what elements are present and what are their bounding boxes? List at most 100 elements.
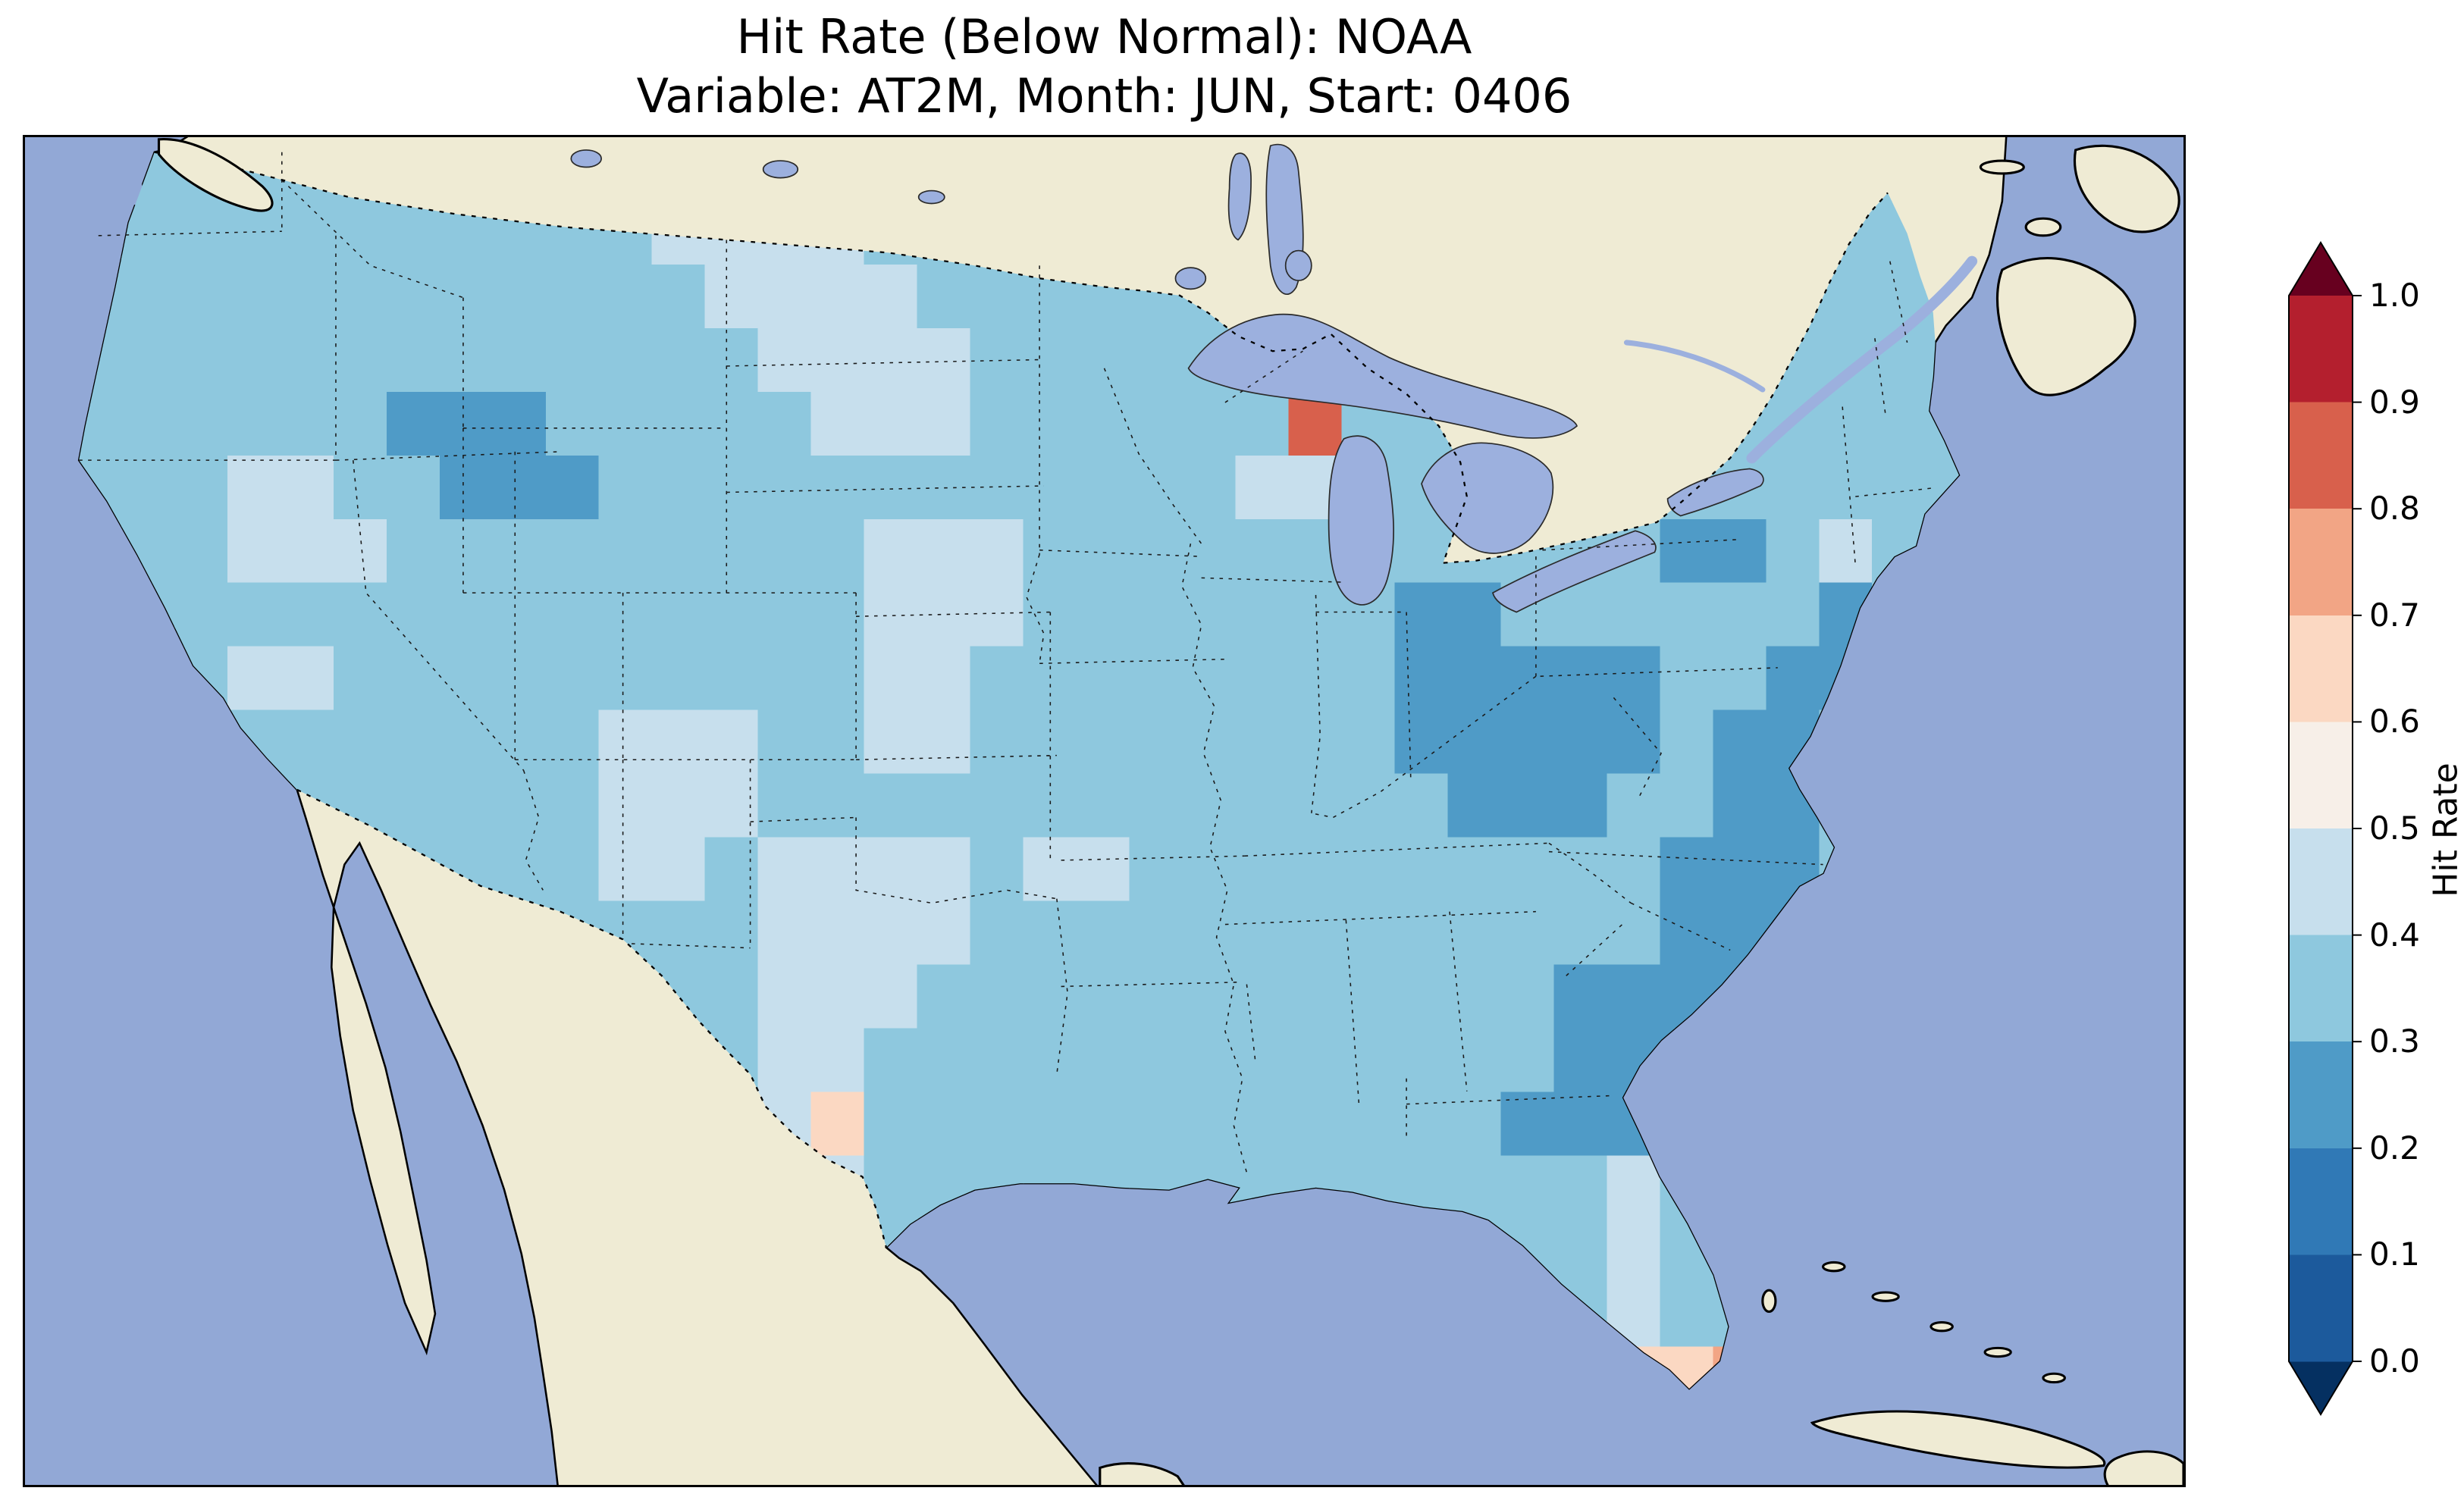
bahamas-island-2 bbox=[1871, 1291, 1900, 1302]
state-borders-west bbox=[79, 152, 857, 938]
hit-rate-cell bbox=[1235, 837, 1290, 902]
hit-rate-cell bbox=[598, 391, 653, 456]
hit-rate-cell bbox=[917, 1092, 971, 1157]
hit-rate-cell bbox=[1129, 455, 1183, 520]
hit-rate-cell bbox=[121, 264, 175, 329]
hit-rate-cell bbox=[439, 709, 494, 775]
hit-rate-cell bbox=[970, 646, 1024, 711]
hit-rate-cell bbox=[1500, 900, 1555, 966]
hit-rate-cell bbox=[970, 964, 1024, 1029]
colorbar-extend-over-triangle bbox=[2289, 243, 2353, 296]
hit-rate-cell bbox=[1235, 1092, 1290, 1157]
hit-rate-cell bbox=[864, 964, 918, 1029]
hit-rate-cell bbox=[280, 455, 334, 520]
hit-rate-cell bbox=[757, 900, 812, 966]
great-lakes bbox=[1187, 313, 1764, 613]
hit-rate-cell bbox=[439, 327, 494, 393]
hit-rate-cell bbox=[1819, 518, 1873, 584]
canada-small-lake-3 bbox=[570, 149, 603, 168]
hit-rate-cell bbox=[545, 327, 600, 393]
hit-rate-cell bbox=[1500, 1028, 1555, 1093]
hit-rate-cell bbox=[386, 200, 440, 265]
hit-rate-cell bbox=[1341, 709, 1396, 775]
hit-rate-cell bbox=[970, 391, 1024, 456]
hit-rate-cell bbox=[1713, 582, 1767, 647]
hit-rate-cell bbox=[1288, 709, 1343, 775]
hit-rate-cell bbox=[598, 773, 653, 838]
hit-rate-cell bbox=[1235, 900, 1290, 966]
hit-rate-cell bbox=[970, 709, 1024, 775]
hit-rate-cell bbox=[1182, 964, 1237, 1029]
hit-rate-cell bbox=[864, 646, 918, 711]
hit-rate-cell bbox=[864, 327, 918, 393]
hit-rate-cell bbox=[1076, 964, 1130, 1029]
hit-rate-cell bbox=[1500, 964, 1555, 1029]
hit-rate-cell bbox=[1129, 837, 1183, 902]
hit-rate-cell bbox=[704, 709, 759, 775]
hit-rate-cell bbox=[757, 773, 812, 838]
hit-rate-cell bbox=[917, 646, 971, 711]
hispaniola bbox=[2103, 1450, 2183, 1485]
newfoundland bbox=[2073, 144, 2180, 233]
hit-rate-cell bbox=[1076, 518, 1130, 584]
colorbar-outline bbox=[2288, 241, 2353, 1416]
hit-rate-cell bbox=[651, 773, 706, 838]
hit-rate-cell bbox=[651, 837, 706, 902]
hit-rate-cell bbox=[1872, 455, 1926, 520]
hit-rate-cell bbox=[1235, 1028, 1290, 1093]
hit-rate-cell bbox=[333, 455, 387, 520]
hit-rate-cell bbox=[1660, 582, 1714, 647]
hit-rate-cell bbox=[1447, 900, 1502, 966]
hit-rate-cell bbox=[1341, 900, 1396, 966]
puget-sound bbox=[122, 158, 143, 205]
hit-rate-cell bbox=[386, 582, 440, 647]
colorbar-tick-label: 0.3 bbox=[2369, 1023, 2420, 1060]
hit-rate-cell bbox=[757, 264, 812, 329]
hit-rate-cell bbox=[280, 582, 334, 647]
hit-rate-cell bbox=[864, 900, 918, 966]
hit-rate-cell bbox=[704, 264, 759, 329]
hit-rate-cell bbox=[1553, 1092, 1608, 1157]
hit-rate-cell bbox=[864, 582, 918, 647]
hit-rate-cell bbox=[1182, 773, 1237, 838]
hit-rate-cell bbox=[1288, 1028, 1343, 1093]
hit-rate-cell bbox=[1341, 1092, 1396, 1157]
hit-rate-cell bbox=[704, 773, 759, 838]
hit-rate-cell bbox=[651, 646, 706, 711]
hit-rate-cell bbox=[439, 391, 494, 456]
hit-rate-cell bbox=[1500, 709, 1555, 775]
hit-rate-cell bbox=[1607, 837, 1661, 902]
hit-rate-cell bbox=[280, 518, 334, 584]
hit-rate-cell bbox=[651, 900, 706, 966]
hit-rate-cell bbox=[1288, 837, 1343, 902]
us-mexico-border bbox=[296, 788, 888, 1248]
hit-rate-cell bbox=[757, 709, 812, 775]
hit-rate-cell bbox=[439, 518, 494, 584]
hit-rate-cell bbox=[1341, 773, 1396, 838]
hit-rate-cell bbox=[917, 1028, 971, 1093]
hit-rate-cell bbox=[1553, 837, 1608, 902]
hit-rate-cell bbox=[1553, 582, 1608, 647]
colorbar-tick-label: 0.8 bbox=[2369, 490, 2420, 528]
hit-rate-cell bbox=[757, 646, 812, 711]
hit-rate-cell bbox=[651, 518, 706, 584]
hit-rate-cell bbox=[864, 837, 918, 902]
prince-edward-island bbox=[2024, 217, 2062, 237]
lake-of-the-woods bbox=[1174, 267, 1207, 290]
hit-rate-cell bbox=[227, 582, 281, 647]
lake-michigan bbox=[1328, 435, 1394, 606]
colorbar-svg bbox=[2288, 241, 2362, 1416]
hit-rate-cell bbox=[1394, 837, 1449, 902]
hit-rate-cell bbox=[280, 327, 334, 393]
hit-rate-cell bbox=[174, 327, 228, 393]
hit-rate-cell bbox=[864, 1028, 918, 1093]
hit-rate-cell bbox=[810, 455, 865, 520]
hit-rate-cell bbox=[1766, 518, 1820, 584]
hit-rate-cell bbox=[545, 837, 600, 902]
figure-title-line1: Hit Rate (Below Normal): NOAA bbox=[736, 9, 1472, 64]
hit-rate-cell bbox=[1447, 837, 1502, 902]
hit-rate-cell bbox=[492, 773, 547, 838]
hit-rate-cell bbox=[1394, 709, 1449, 775]
conus-map bbox=[25, 137, 2183, 1485]
hit-rate-cell bbox=[545, 264, 600, 329]
